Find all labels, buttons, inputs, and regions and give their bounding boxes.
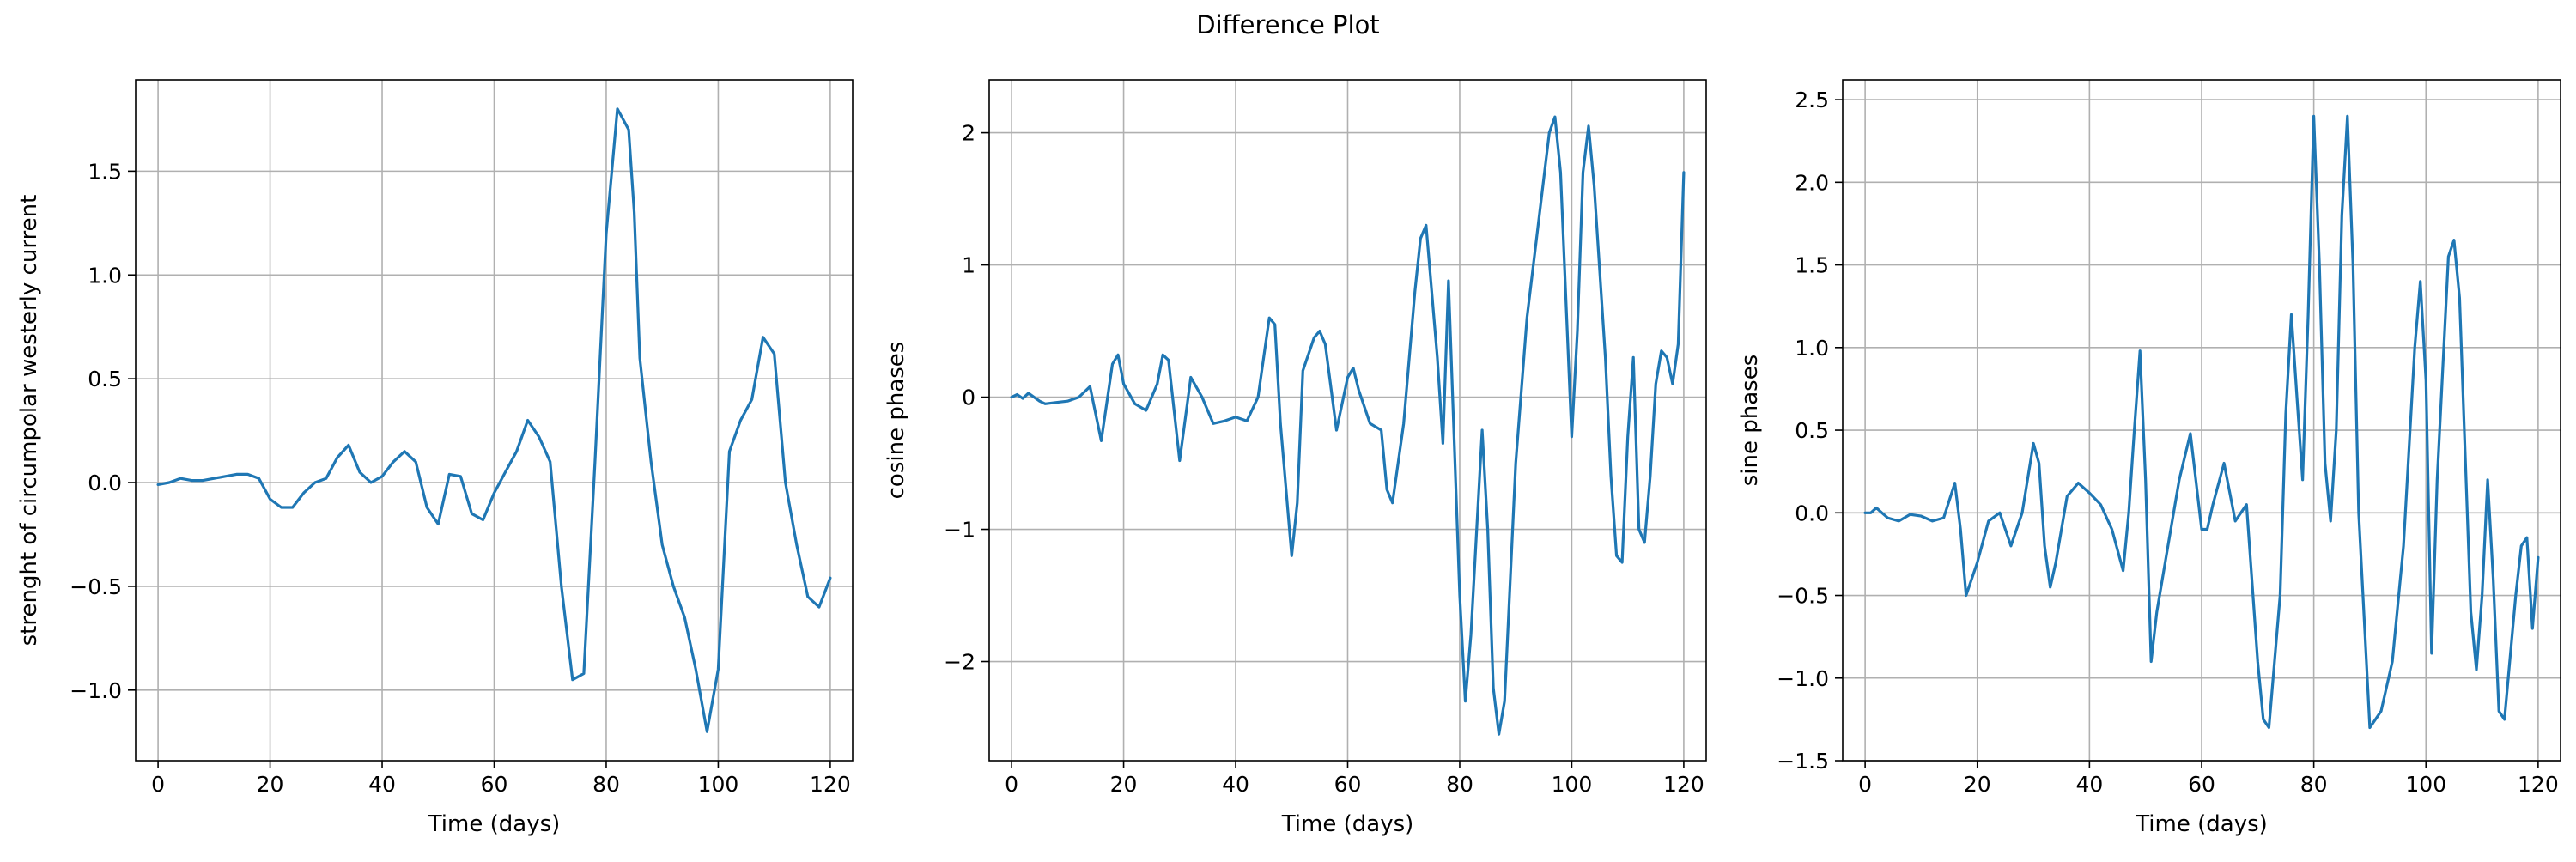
x-tick-label: 80 bbox=[2300, 772, 2328, 797]
x-tick-label: 60 bbox=[481, 772, 508, 797]
x-tick-label: 20 bbox=[1964, 772, 1991, 797]
y-tick-label: −1.0 bbox=[70, 678, 122, 703]
subplot-2: 0 20 40 60 80 100 120 −2 −1 0 1 2 Time (days) cosine … bbox=[884, 79, 1707, 837]
x-tick-label: 100 bbox=[2405, 772, 2446, 797]
x-tick-label: 100 bbox=[1552, 772, 1593, 797]
x-tick-label: 40 bbox=[1222, 772, 1249, 797]
y-tick-label: 1.0 bbox=[1795, 336, 1829, 361]
subplot-3: 0 20 40 60 80 100 120 −1.5 −1.0 −0.5 0.0 0.5 1.0 1.5 2… bbox=[1737, 79, 2561, 837]
x-tick-label: 120 bbox=[810, 772, 851, 797]
x-tick-label: 100 bbox=[698, 772, 739, 797]
x-tick-label: 40 bbox=[2075, 772, 2103, 797]
x-tick-label: 80 bbox=[592, 772, 620, 797]
y-tick-label: 0.5 bbox=[1795, 418, 1829, 443]
y-tick-label: −1.0 bbox=[1777, 666, 1829, 691]
figure-title: Difference Plot bbox=[1196, 10, 1380, 39]
y-tick-label: −1 bbox=[944, 518, 975, 543]
series-line bbox=[1010, 115, 1686, 736]
y-tick-label: 0.0 bbox=[88, 470, 122, 495]
x-tick-label: 0 bbox=[151, 772, 165, 797]
x-tick-label: 60 bbox=[1334, 772, 1362, 797]
x-tick-label: 120 bbox=[2518, 772, 2559, 797]
y-axis-label: sine phases bbox=[1737, 355, 1763, 487]
x-tick-label: 0 bbox=[1858, 772, 1872, 797]
series-line bbox=[156, 107, 832, 733]
y-tick-label: −1.5 bbox=[1777, 749, 1829, 774]
x-tick-label: 20 bbox=[257, 772, 284, 797]
y-tick-label: 2 bbox=[962, 121, 975, 146]
x-axis-label: Time (days) bbox=[2135, 811, 2268, 837]
y-tick-label: 0 bbox=[962, 385, 975, 410]
series-line bbox=[1863, 114, 2540, 730]
x-tick-label: 80 bbox=[1446, 772, 1473, 797]
y-tick-label: 1 bbox=[962, 253, 975, 278]
y-tick-label: 1.5 bbox=[88, 159, 122, 184]
x-axis-label: Time (days) bbox=[428, 811, 561, 837]
x-tick-label: 40 bbox=[368, 772, 396, 797]
x-tick-label: 20 bbox=[1110, 772, 1138, 797]
y-axis-label: strenght of circumpolar westerly current bbox=[16, 195, 42, 646]
x-axis-label: Time (days) bbox=[1281, 811, 1414, 837]
y-tick-label: −0.5 bbox=[1777, 584, 1829, 609]
y-tick-label: 1.5 bbox=[1795, 253, 1829, 278]
x-tick-label: 120 bbox=[1663, 772, 1704, 797]
y-axis-label: cosine phases bbox=[884, 342, 909, 500]
subplot-1: 0 20 40 60 80 100 120 −1.0 −0.5 0.0 0.5 1.0 1.5 Time … bbox=[16, 79, 854, 837]
y-tick-label: 0.0 bbox=[1795, 501, 1829, 525]
y-tick-label: 2.0 bbox=[1795, 170, 1829, 195]
y-tick-label: 1.0 bbox=[88, 263, 122, 288]
x-tick-label: 0 bbox=[1005, 772, 1018, 797]
y-tick-label: −0.5 bbox=[70, 574, 122, 599]
y-tick-label: 0.5 bbox=[88, 367, 122, 392]
x-tick-label: 60 bbox=[2188, 772, 2215, 797]
y-tick-label: 2.5 bbox=[1795, 88, 1829, 112]
y-tick-label: −2 bbox=[944, 650, 975, 675]
